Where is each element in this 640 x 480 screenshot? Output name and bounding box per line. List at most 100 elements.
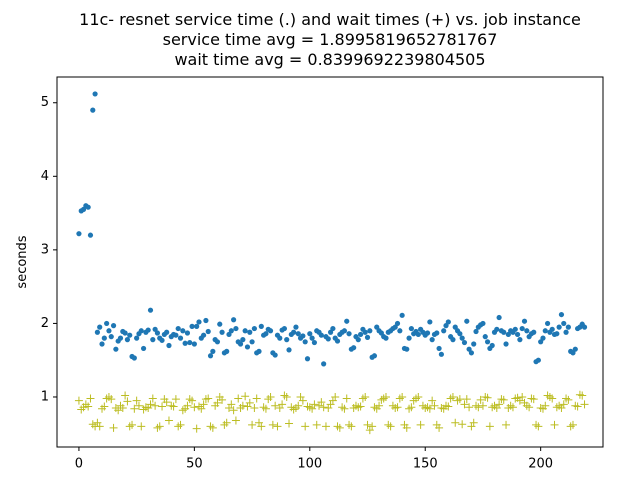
service-point bbox=[325, 336, 331, 342]
service-point bbox=[189, 323, 195, 329]
service-point bbox=[231, 317, 237, 323]
wait-point bbox=[469, 418, 478, 427]
service-point bbox=[90, 107, 96, 113]
service-point bbox=[436, 345, 442, 352]
service-point bbox=[459, 335, 465, 341]
service-point bbox=[228, 328, 234, 334]
wait-point bbox=[158, 402, 167, 411]
wait-point bbox=[342, 394, 351, 403]
service-point bbox=[203, 317, 209, 324]
wait-point bbox=[234, 394, 243, 403]
service-point bbox=[581, 324, 588, 330]
service-point bbox=[512, 326, 518, 332]
service-point bbox=[441, 328, 447, 334]
wait-point bbox=[541, 401, 550, 410]
wait-point bbox=[451, 418, 460, 427]
wait-point bbox=[208, 423, 217, 432]
service-point bbox=[521, 318, 528, 324]
service-point bbox=[371, 353, 378, 359]
wait-point bbox=[183, 401, 192, 410]
service-point bbox=[134, 335, 140, 341]
wait-point bbox=[407, 403, 416, 412]
service-point bbox=[251, 325, 257, 332]
wait-point bbox=[285, 419, 294, 428]
y-tick-label: 4 bbox=[41, 169, 49, 184]
wait-point bbox=[476, 395, 485, 404]
service-point bbox=[182, 340, 188, 346]
wait-point bbox=[564, 395, 573, 404]
wait-point bbox=[222, 418, 231, 427]
wait-point bbox=[245, 398, 254, 407]
x-tick-label: 0 bbox=[75, 457, 83, 472]
wait-point bbox=[229, 406, 238, 415]
service-point bbox=[383, 335, 389, 341]
service-point bbox=[97, 324, 103, 330]
service-point bbox=[554, 331, 560, 337]
wait-point bbox=[146, 400, 155, 409]
chart-subtitle: service time avg = 1.8995819652781767 bbox=[163, 30, 498, 49]
service-point bbox=[535, 357, 541, 363]
service-point bbox=[191, 341, 197, 347]
wait-point bbox=[580, 400, 589, 409]
service-point bbox=[187, 339, 193, 346]
chart-title: 11c- resnet service time (.) and wait ti… bbox=[79, 10, 581, 29]
wait-point bbox=[485, 422, 494, 431]
wait-point bbox=[123, 397, 132, 406]
service-point bbox=[145, 327, 151, 333]
service-point bbox=[219, 329, 225, 335]
service-point bbox=[101, 335, 107, 341]
wait-point bbox=[414, 392, 423, 401]
y-tick-label: 5 bbox=[41, 95, 49, 110]
service-point bbox=[281, 325, 288, 332]
service-point bbox=[565, 324, 571, 330]
wait-point bbox=[478, 401, 487, 410]
wait-point bbox=[248, 420, 257, 429]
service-point bbox=[99, 341, 105, 347]
wait-point bbox=[356, 402, 365, 411]
service-point bbox=[247, 329, 253, 335]
wait-point bbox=[227, 400, 236, 409]
wait-point bbox=[317, 398, 326, 407]
service-point bbox=[415, 331, 421, 338]
wait-point bbox=[402, 423, 411, 432]
wait-point bbox=[428, 396, 437, 405]
axes-frame bbox=[56, 76, 604, 448]
wait-point bbox=[331, 392, 340, 401]
service-point bbox=[263, 331, 269, 337]
service-point bbox=[434, 330, 440, 336]
wait-point bbox=[271, 401, 280, 410]
service-point bbox=[406, 335, 412, 341]
wait-point bbox=[310, 400, 319, 409]
service-point bbox=[394, 320, 401, 327]
service-point bbox=[94, 329, 101, 335]
service-point bbox=[524, 328, 530, 334]
x-tick-label: 50 bbox=[186, 457, 203, 472]
service-point bbox=[311, 339, 318, 346]
service-point bbox=[468, 350, 475, 356]
service-point bbox=[450, 337, 456, 343]
wait-point bbox=[84, 402, 93, 411]
service-point bbox=[85, 204, 91, 210]
service-point bbox=[127, 332, 133, 338]
service-point bbox=[367, 328, 373, 334]
service-point bbox=[110, 323, 117, 329]
wait-point bbox=[430, 401, 439, 410]
service-point bbox=[362, 329, 368, 335]
wait-point bbox=[252, 394, 261, 403]
service-point bbox=[131, 355, 137, 361]
wait-point bbox=[95, 422, 104, 431]
service-point bbox=[517, 337, 523, 343]
service-point bbox=[166, 342, 172, 349]
wait-point bbox=[416, 420, 425, 429]
chart-subtitle: wait time avg = 0.8399692239804505 bbox=[174, 50, 485, 69]
wait-point bbox=[238, 401, 247, 410]
service-point bbox=[341, 328, 348, 334]
service-point bbox=[291, 329, 297, 335]
wait-point bbox=[474, 403, 483, 412]
wait-point bbox=[460, 400, 469, 409]
wait-point bbox=[462, 395, 471, 404]
service-point bbox=[207, 353, 214, 359]
wait-point bbox=[534, 422, 543, 431]
service-point bbox=[544, 320, 551, 327]
